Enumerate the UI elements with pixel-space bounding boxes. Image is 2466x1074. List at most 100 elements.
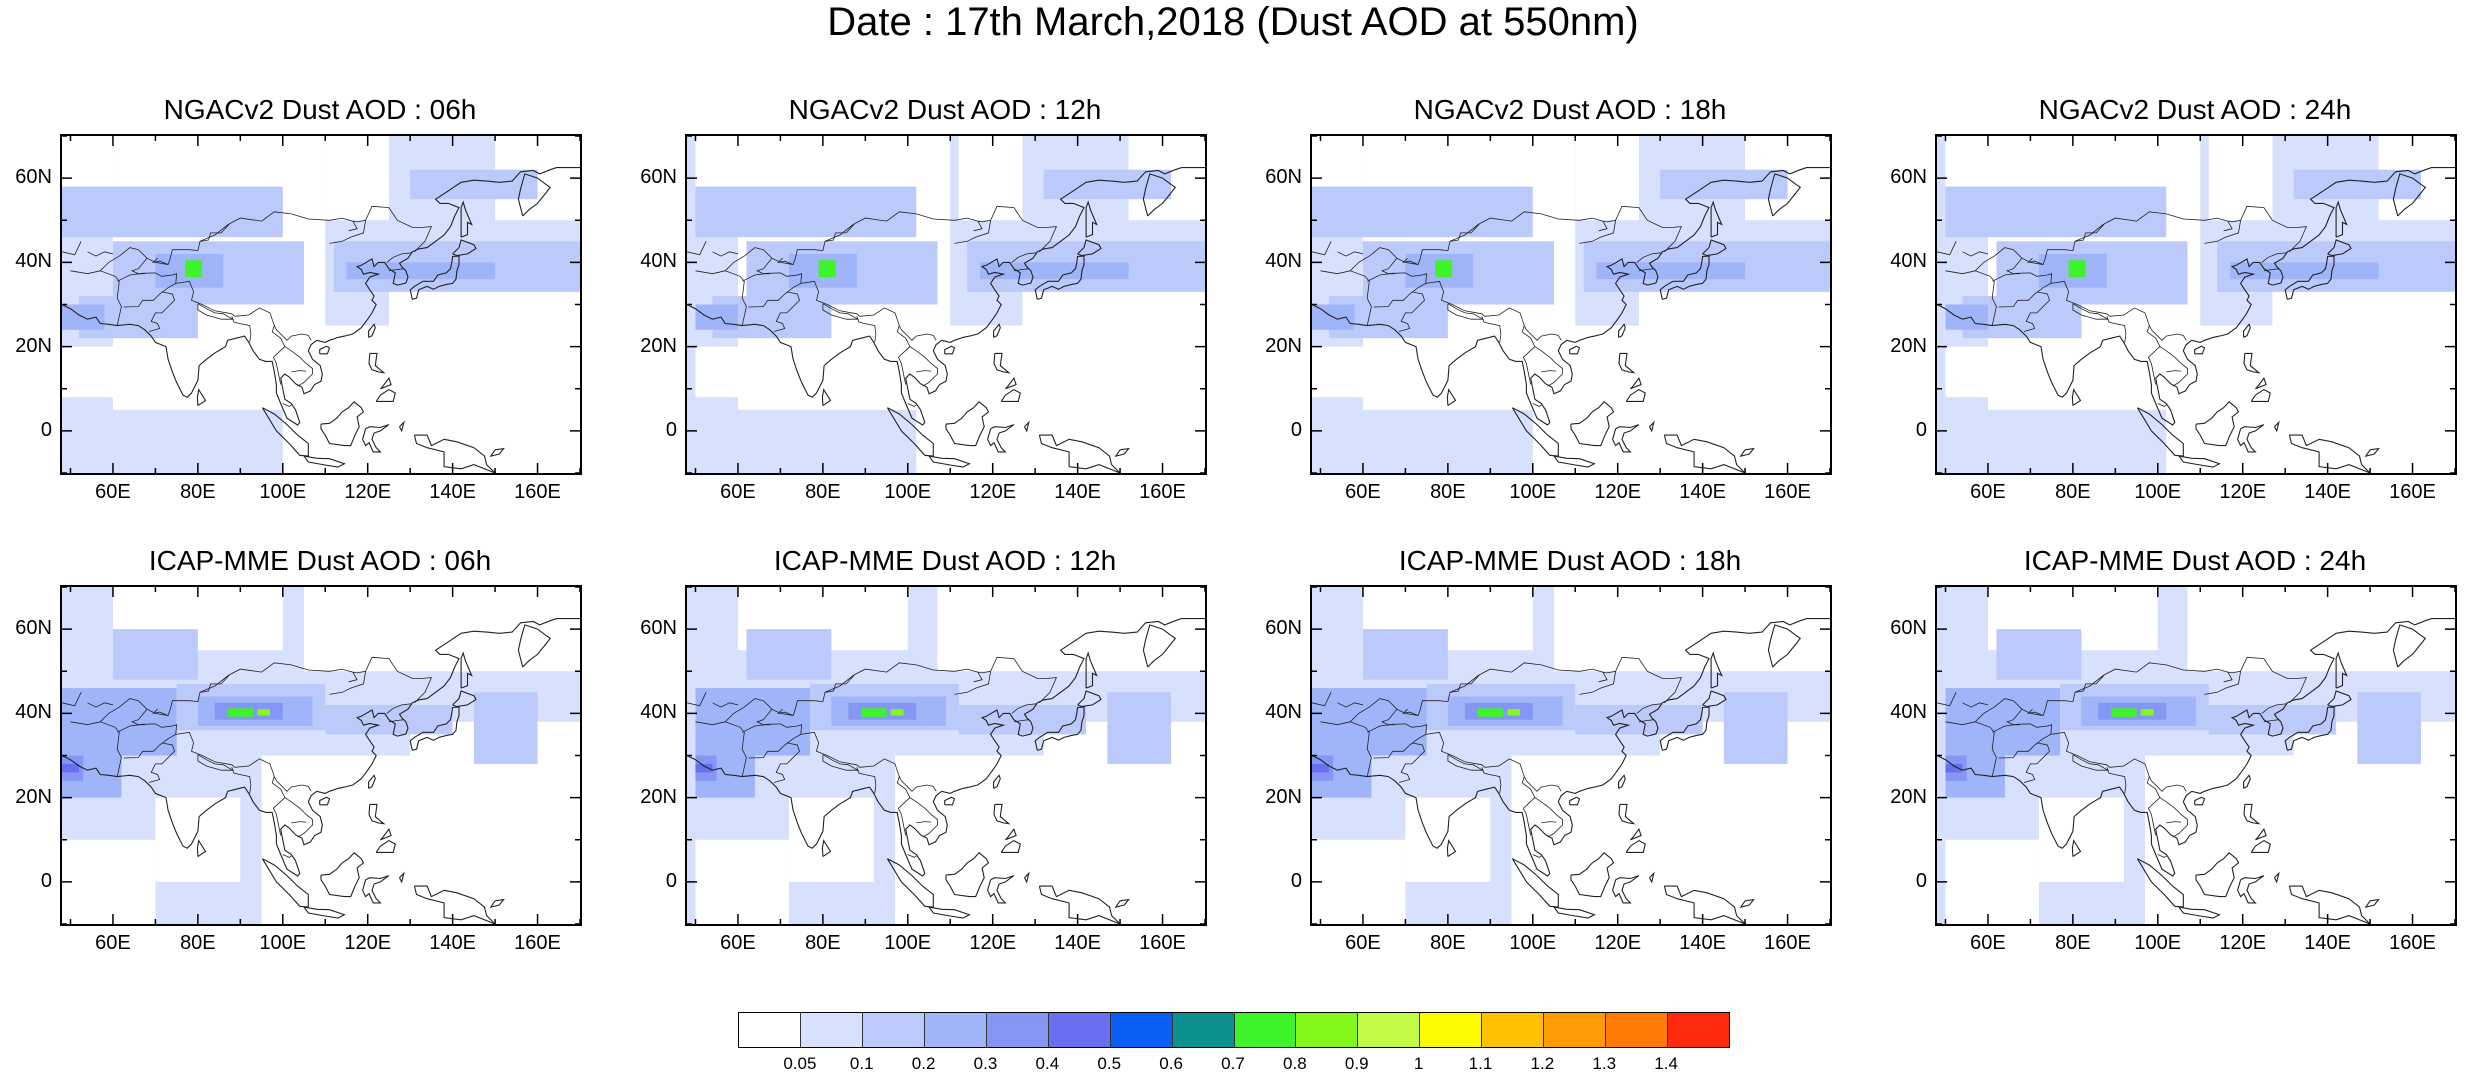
colorbar-swatch [924,1013,987,1047]
colorbar-label: 0.3 [973,1054,998,1073]
lon-tick-label: 80E [805,932,841,954]
lon-tick-label: 140E [2304,481,2351,503]
country-border [386,252,413,263]
country-border [62,692,82,707]
country-border [2050,731,2187,792]
country-border [1962,251,1989,257]
aod-cell [2140,709,2154,716]
country-border [1992,272,2053,308]
aod-cell [895,755,1205,924]
coastline [2288,885,2371,924]
aod-cell [2038,797,2124,882]
dust-aod-map [62,136,580,473]
coastline [1000,388,1021,402]
coastline [1142,624,1177,668]
coastline [1024,420,1030,433]
lon-tick-label: 100E [884,932,932,954]
lon-tick-label: 80E [180,481,216,503]
country-border [1579,220,1616,244]
panel-title: NGACv2 Dust AOD : 06h [163,94,477,125]
coastline [2237,875,2265,904]
coastline [196,839,207,858]
coastline [1570,852,1615,898]
country-border [1638,268,1654,272]
country-border [291,821,307,824]
aod-cell [62,839,156,924]
country-border [1636,252,1663,263]
coastline [1553,455,1596,468]
country-border [773,291,800,332]
coastline [319,345,331,355]
coastline [1038,885,1121,924]
coastline [1739,898,1755,908]
colorbar-label: 0.6 [1159,1054,1183,1073]
aod-cell [695,763,713,773]
coastline [2250,839,2271,853]
country-border [62,241,82,256]
coastline [460,651,473,689]
coastline [2255,828,2267,841]
dust-aod-map [1937,136,2455,473]
coastline [886,858,934,908]
aod-cell [473,692,538,764]
coastline [368,803,386,825]
lon-tick-label: 160E [514,481,561,503]
coastline [1663,434,1746,473]
coastline [987,875,1015,904]
colorbar-swatch [739,1013,801,1047]
lon-tick-label: 60E [95,932,131,954]
country-border [348,671,358,683]
coastline [2243,774,2251,789]
aod-cell [1312,346,1427,398]
aod-cell [861,708,887,717]
aod-cell [155,797,241,882]
country-border [1598,671,1608,683]
country-border [1425,731,1562,792]
country-border [822,754,860,771]
coastline [2243,323,2251,338]
coastline [2284,706,2335,751]
map-area [685,585,1207,926]
coastline [945,401,990,447]
country-border [756,708,773,726]
country-border [1598,220,1608,232]
coastline [993,323,1001,338]
country-border [800,280,937,341]
coastline [1649,420,1655,433]
country-border [973,671,983,683]
lat-tick-label: 60N [1265,166,1302,189]
colorbar-swatch [1606,1013,1669,1047]
coastline [1142,173,1177,217]
aod-cell [227,708,254,717]
country-border [1011,703,1038,714]
aod-cell [388,283,580,473]
country-border [2166,821,2182,824]
country-border [2027,708,2044,716]
lon-tick-label: 120E [2219,932,2267,954]
coastline [886,407,934,457]
colorbar-label: 1.4 [1654,1054,1678,1073]
aod-cell [257,709,271,716]
panel-title: ICAP-MME Dust AOD : 18h [1398,545,1742,576]
country-border [2146,325,2161,385]
country-border [175,731,312,792]
coastline [1618,352,1636,374]
aod-cell [2068,260,2086,278]
coastline [368,774,376,789]
country-border [1579,671,1616,695]
aod-cell [1405,797,1491,882]
lon-tick-label: 160E [1764,481,1811,503]
coastline [2392,173,2427,217]
coastline [1649,871,1655,884]
coastline [993,803,1011,825]
lat-tick-label: 0 [665,869,677,892]
colorbar-label: 0.05 [783,1054,817,1073]
coastline [1114,447,1130,457]
country-border [2146,776,2161,836]
country-border [1337,702,1364,708]
aod-cell [62,186,283,238]
aod-cell [1660,169,1788,200]
lon-tick-label: 100E [2134,481,2182,503]
coastline [2178,455,2221,468]
country-border [916,821,932,824]
